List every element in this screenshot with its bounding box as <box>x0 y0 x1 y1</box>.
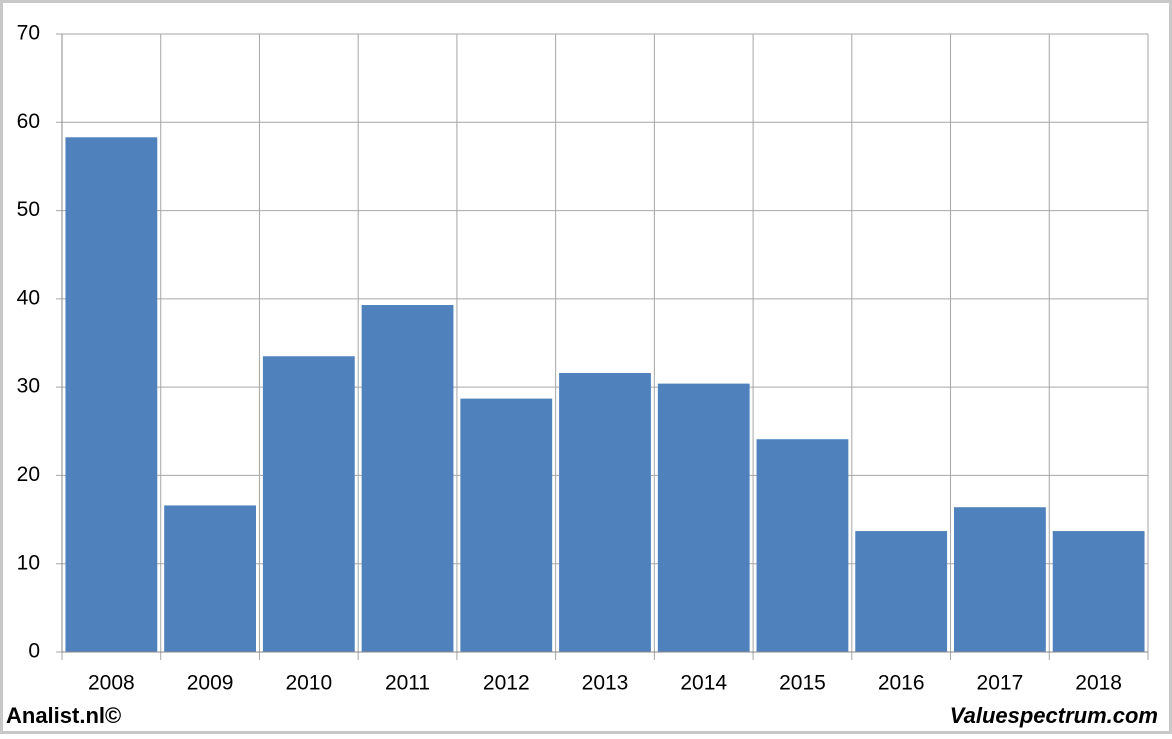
bar <box>1052 531 1145 652</box>
y-tick-label: 70 <box>17 22 40 45</box>
y-tick-label: 60 <box>17 110 40 133</box>
x-tick-label: 2017 <box>977 672 1024 695</box>
bar <box>954 507 1046 652</box>
x-tick-label: 2008 <box>88 672 135 695</box>
footer-right: Valuespectrum.com <box>950 703 1158 728</box>
plot-area: 0 10 20 30 40 50 60 70 2008 2009 2010 2011 2012 2013 2… <box>17 22 1149 695</box>
bar <box>65 137 158 652</box>
bar <box>855 531 948 652</box>
x-tick-label: 2015 <box>779 672 826 695</box>
x-tick-label: 2010 <box>285 672 332 695</box>
y-tick-label: 10 <box>17 551 40 574</box>
y-tick-label: 30 <box>17 375 40 398</box>
y-tick-label: 20 <box>17 463 40 486</box>
x-tick-label: 2016 <box>878 672 925 695</box>
bar <box>559 373 651 652</box>
x-tick-label: 2012 <box>483 672 530 695</box>
bar <box>262 356 355 652</box>
x-tick-label: 2011 <box>385 672 430 695</box>
y-tick-label: 50 <box>17 198 40 221</box>
bar <box>756 439 849 652</box>
y-tick-label: 0 <box>28 640 40 663</box>
y-tick-label: 40 <box>17 286 40 309</box>
x-tick-label: 2009 <box>187 672 234 695</box>
bar <box>657 383 750 652</box>
x-tick-label: 2013 <box>582 672 629 695</box>
bar <box>361 305 454 652</box>
footer-left: Analist.nl© <box>6 703 121 728</box>
bar <box>164 505 256 652</box>
x-tick-label: 2014 <box>680 672 727 695</box>
bar <box>460 398 553 652</box>
x-tick-label: 2018 <box>1075 672 1122 695</box>
